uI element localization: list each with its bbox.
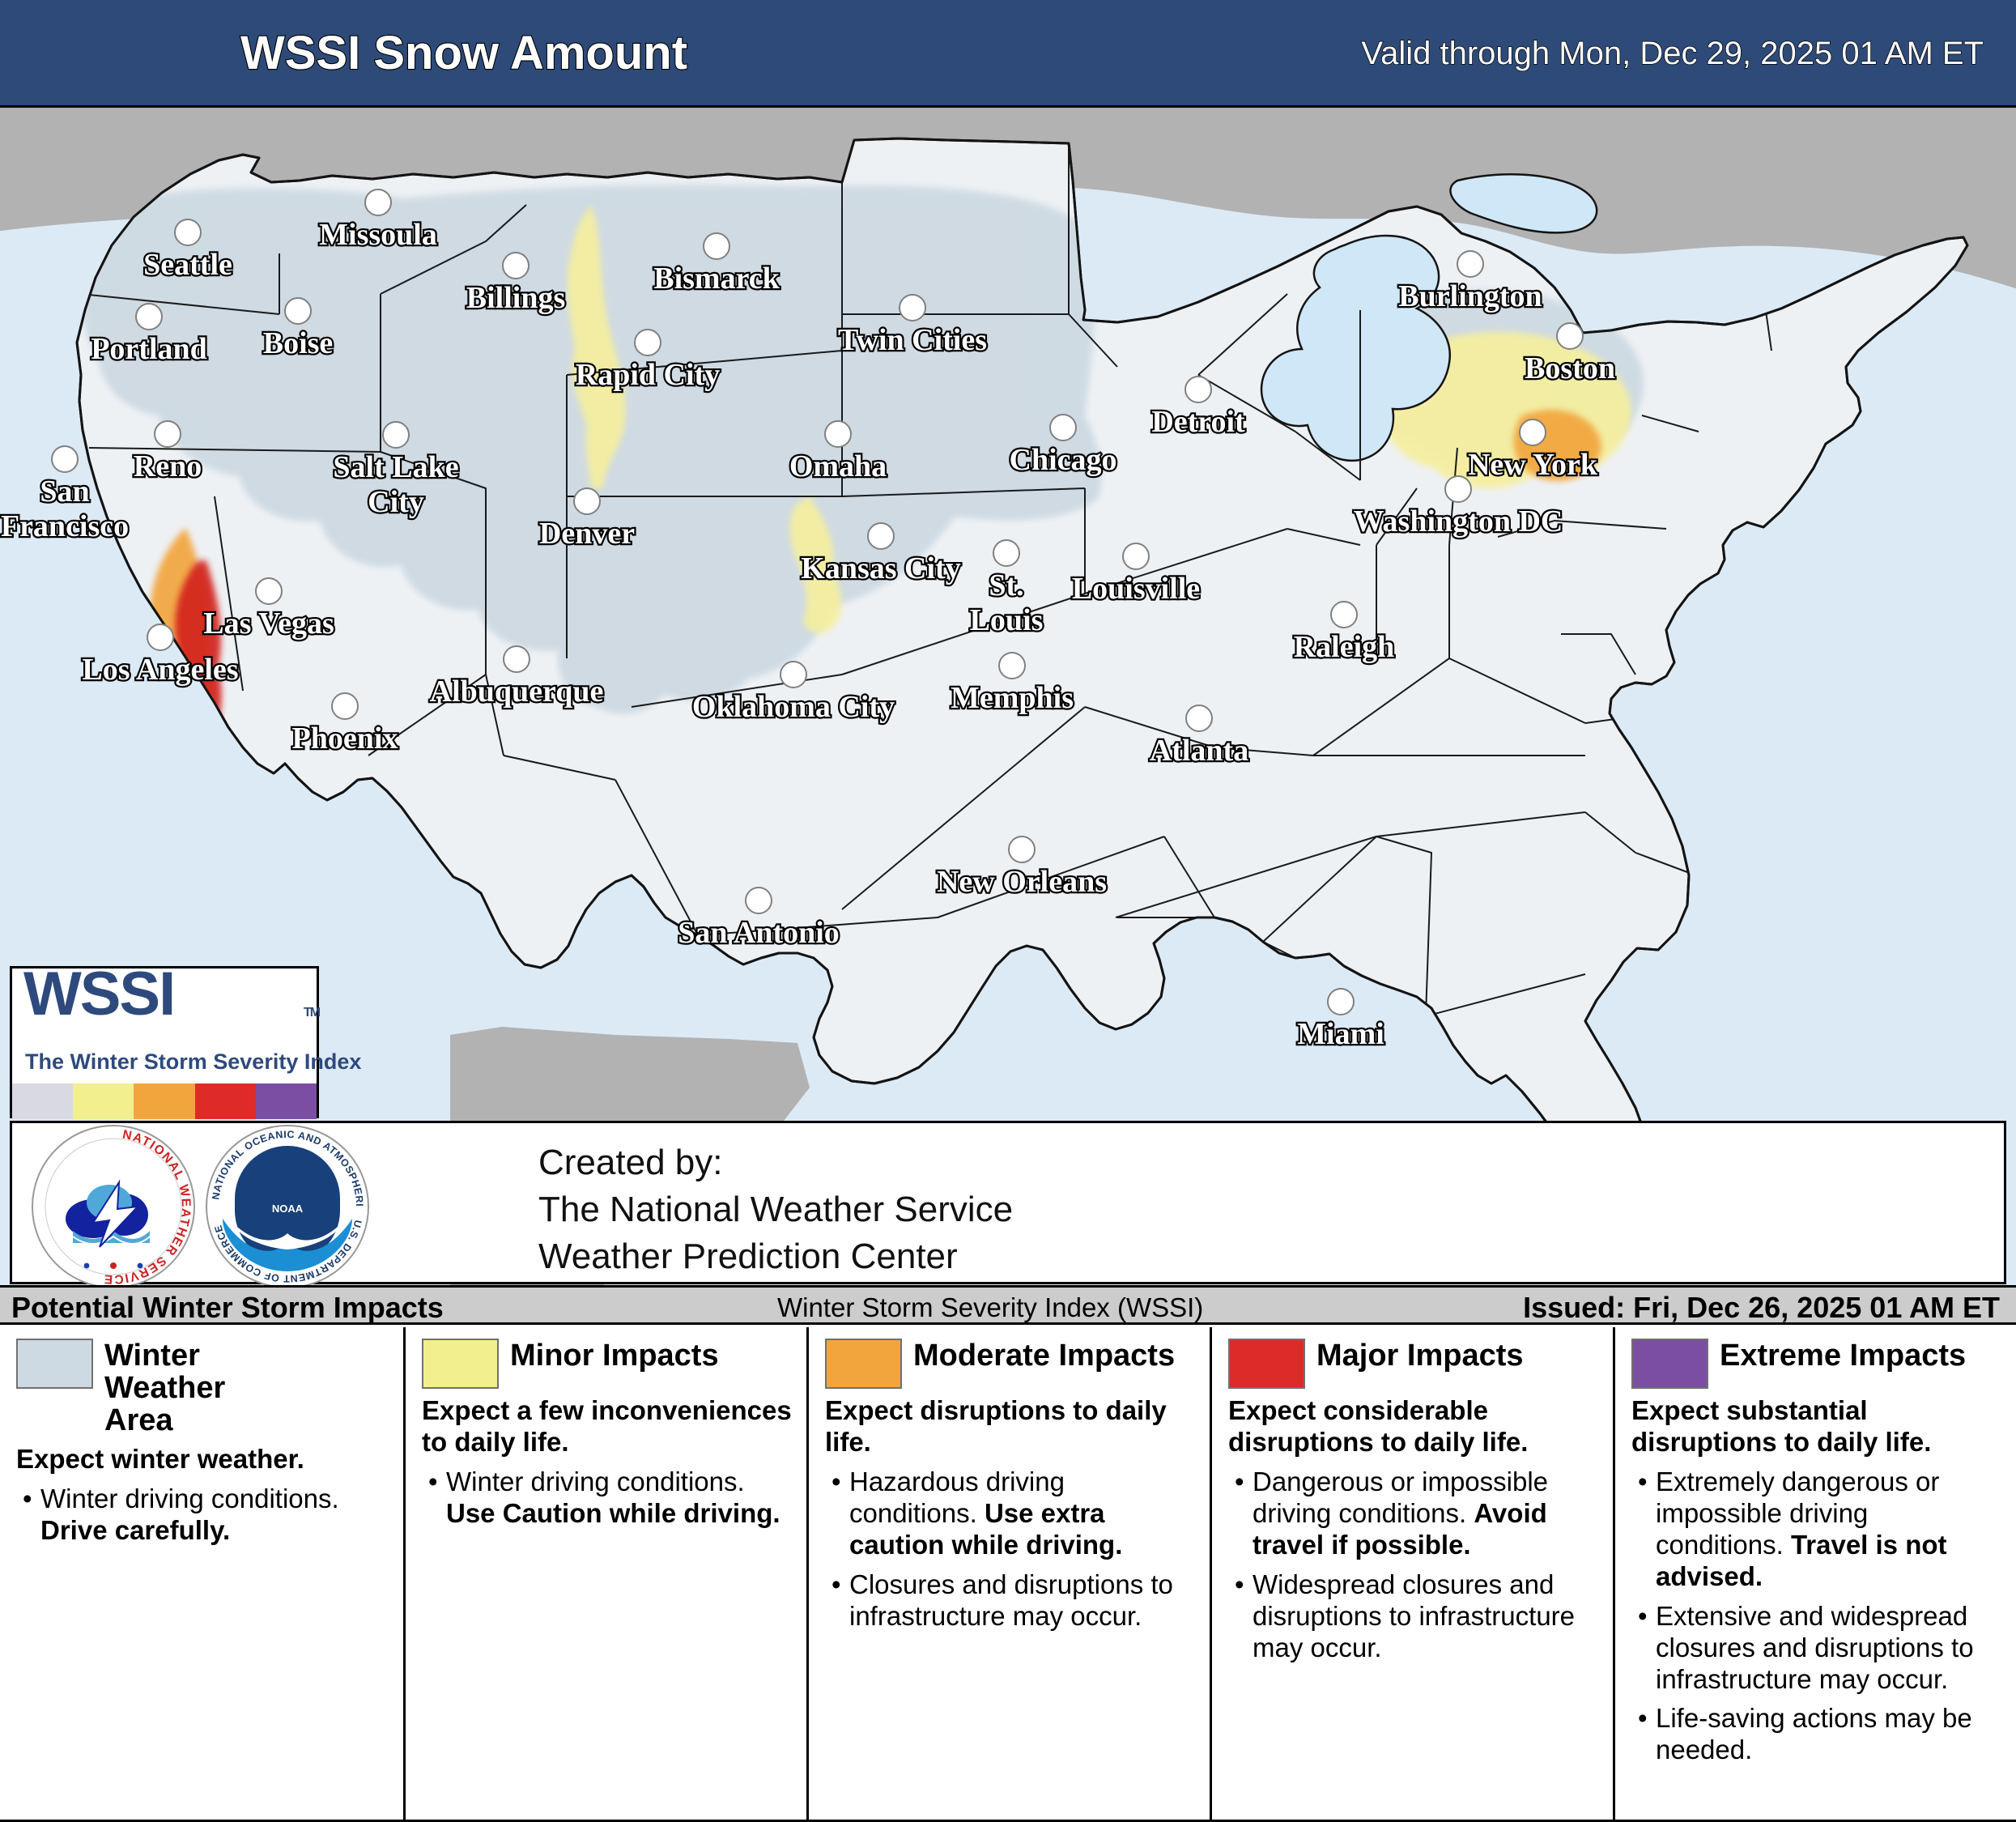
svg-text:NOAA: NOAA: [272, 1203, 304, 1215]
